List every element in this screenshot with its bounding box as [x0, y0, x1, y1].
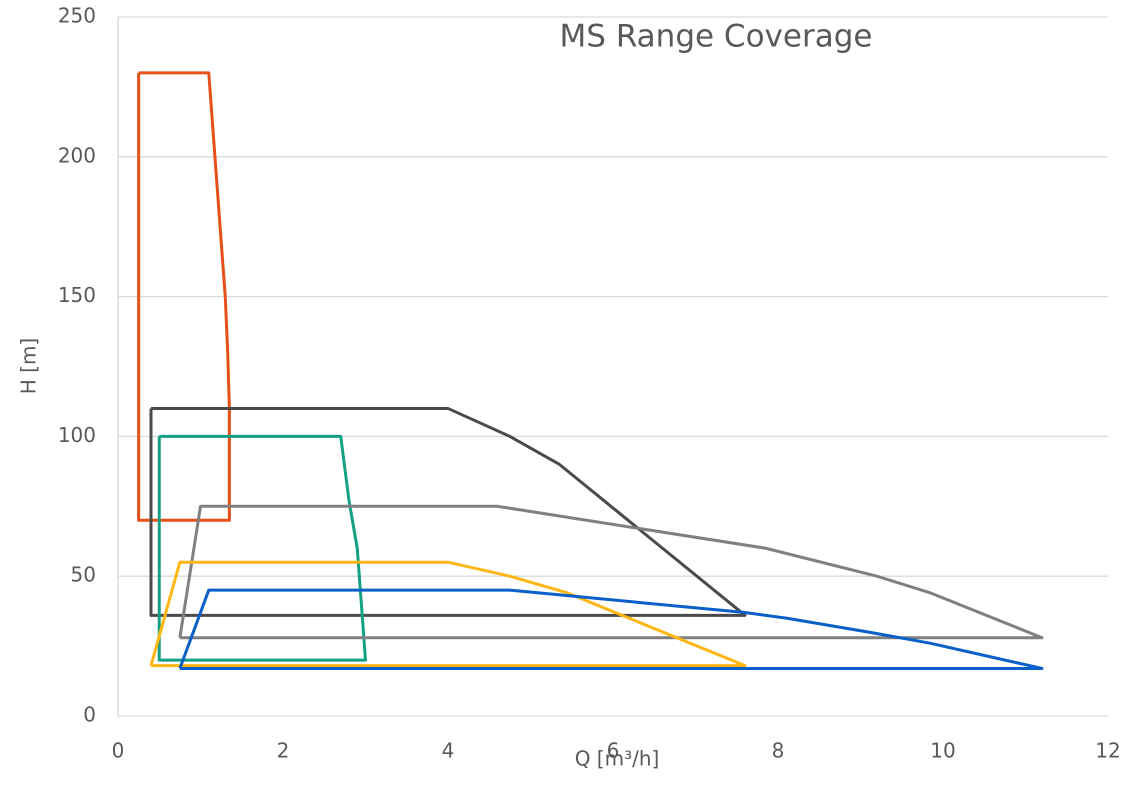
- series-line: [157, 434, 367, 662]
- x-tick-label: 8: [772, 739, 785, 763]
- y-tick-label: 200: [58, 143, 96, 167]
- series-line: [149, 560, 747, 668]
- y-tick-label: 0: [83, 703, 96, 727]
- series-line: [137, 71, 231, 522]
- y-axis-label: H [m]: [17, 338, 41, 394]
- x-tick-label: 4: [442, 739, 455, 763]
- y-tick-label: 100: [58, 423, 96, 447]
- x-tick-label: 6: [607, 739, 620, 763]
- x-tick-label: 10: [930, 739, 955, 763]
- series-line: [178, 504, 1044, 640]
- series-line: [178, 588, 1044, 670]
- series-line: [149, 406, 747, 617]
- chart-title: MS Range Coverage: [560, 19, 873, 55]
- y-tick-label: 150: [58, 283, 96, 307]
- x-tick-label: 0: [112, 739, 125, 763]
- y-tick-label: 250: [58, 4, 96, 28]
- x-axis-label: Q [m³/h]: [575, 747, 660, 771]
- x-tick-label: 2: [277, 739, 290, 763]
- y-tick-label: 50: [71, 563, 96, 587]
- x-tick-label: 12: [1095, 739, 1120, 763]
